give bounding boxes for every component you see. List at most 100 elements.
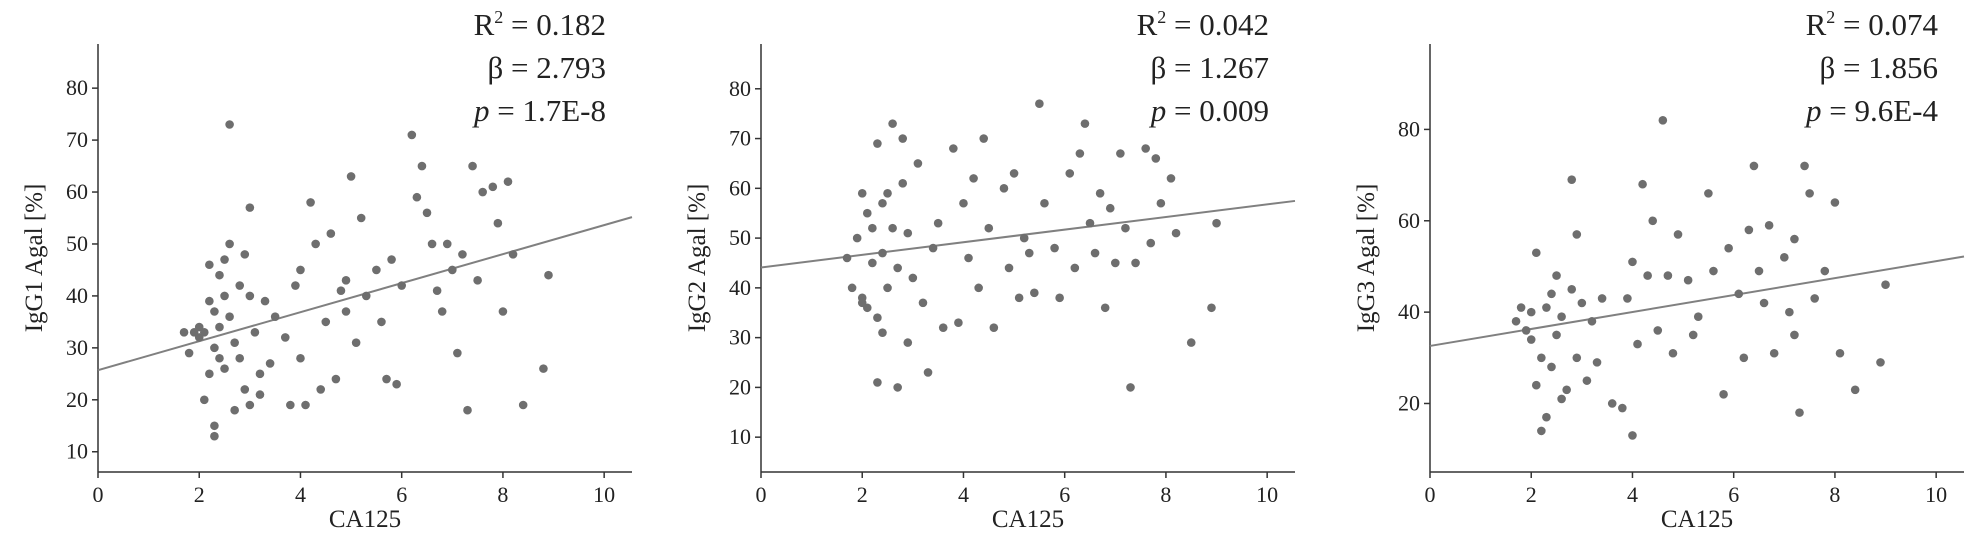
point bbox=[1795, 408, 1804, 417]
x-tick-label: 2 bbox=[1526, 482, 1537, 507]
point bbox=[225, 239, 234, 249]
stat-annotation: β = 1.856 bbox=[1819, 50, 1938, 85]
point bbox=[321, 317, 331, 327]
point bbox=[306, 198, 315, 207]
point bbox=[1547, 362, 1556, 372]
point bbox=[1121, 223, 1130, 233]
point bbox=[1552, 271, 1561, 280]
point bbox=[503, 177, 513, 186]
point bbox=[1131, 258, 1140, 268]
y-tick-label: 20 bbox=[729, 374, 751, 399]
point bbox=[458, 250, 467, 259]
point bbox=[1876, 358, 1885, 367]
point bbox=[1531, 380, 1541, 390]
x-tick-label: 4 bbox=[1627, 482, 1638, 507]
point bbox=[245, 400, 255, 410]
point bbox=[1004, 263, 1014, 273]
point bbox=[888, 223, 897, 233]
point bbox=[1820, 266, 1830, 276]
point bbox=[215, 353, 224, 363]
point bbox=[245, 291, 255, 301]
point bbox=[862, 303, 872, 313]
point bbox=[1521, 326, 1531, 335]
point bbox=[245, 203, 255, 212]
point bbox=[1516, 303, 1526, 312]
point bbox=[296, 353, 305, 363]
point bbox=[422, 208, 432, 218]
x-tick-label: 0 bbox=[93, 482, 104, 507]
point bbox=[225, 120, 234, 129]
point bbox=[1547, 289, 1556, 299]
point bbox=[1734, 289, 1744, 299]
point bbox=[1095, 189, 1105, 198]
point bbox=[883, 283, 892, 293]
y-tick-label: 40 bbox=[66, 283, 88, 308]
point bbox=[265, 359, 275, 368]
point bbox=[215, 270, 224, 280]
point bbox=[1719, 390, 1728, 399]
point bbox=[1146, 238, 1156, 248]
point bbox=[1653, 326, 1663, 335]
point bbox=[1019, 233, 1029, 243]
point bbox=[240, 250, 250, 259]
point bbox=[392, 379, 401, 389]
point bbox=[989, 323, 999, 332]
point bbox=[1673, 230, 1683, 239]
y-tick-label: 60 bbox=[729, 175, 751, 200]
x-tick-label: 10 bbox=[1256, 482, 1278, 507]
point bbox=[918, 298, 928, 308]
point bbox=[1805, 189, 1814, 198]
stat-label: p bbox=[472, 93, 490, 128]
point bbox=[878, 328, 887, 337]
point bbox=[1587, 316, 1597, 326]
point bbox=[898, 134, 908, 143]
stat-label: p bbox=[1804, 93, 1822, 128]
fit-line bbox=[1429, 255, 1965, 347]
point bbox=[1075, 149, 1085, 158]
stat-value: = 0.009 bbox=[1166, 93, 1269, 128]
point bbox=[508, 250, 518, 259]
point bbox=[1764, 221, 1774, 230]
point bbox=[1050, 243, 1059, 253]
y-tick-label: 80 bbox=[729, 76, 751, 101]
point bbox=[448, 265, 457, 275]
point bbox=[255, 369, 265, 379]
point bbox=[407, 130, 417, 140]
point bbox=[235, 281, 245, 290]
point bbox=[498, 307, 508, 316]
point bbox=[1141, 144, 1150, 153]
point bbox=[1628, 257, 1637, 267]
point bbox=[1085, 218, 1095, 228]
stat-value: = 0.074 bbox=[1835, 7, 1938, 42]
point bbox=[1769, 348, 1779, 358]
point bbox=[387, 255, 396, 264]
point bbox=[1100, 303, 1110, 313]
point bbox=[270, 312, 280, 321]
point bbox=[199, 395, 209, 405]
point bbox=[1537, 426, 1546, 436]
point bbox=[220, 291, 229, 301]
point bbox=[1648, 216, 1658, 226]
y-tick-label: 40 bbox=[1398, 299, 1420, 324]
point bbox=[1754, 266, 1764, 276]
point bbox=[1166, 174, 1176, 183]
x-tick-label: 4 bbox=[958, 482, 969, 507]
x-axis-label: CA125 bbox=[1661, 506, 1733, 533]
point bbox=[873, 378, 882, 387]
stat-label: R bbox=[1137, 7, 1158, 42]
stat-label: β bbox=[1150, 50, 1166, 85]
point bbox=[1537, 353, 1546, 363]
y-tick-label: 70 bbox=[66, 127, 88, 152]
stat-superscript: 2 bbox=[1157, 7, 1166, 27]
point bbox=[1562, 385, 1571, 395]
point bbox=[964, 253, 973, 263]
stat-value: = 0.042 bbox=[1166, 7, 1269, 42]
x-tick-label: 2 bbox=[857, 482, 868, 507]
point bbox=[382, 374, 391, 384]
point bbox=[1780, 253, 1789, 262]
point bbox=[205, 260, 214, 270]
point bbox=[442, 239, 452, 249]
point bbox=[1552, 330, 1561, 340]
y-tick-label: 80 bbox=[66, 75, 88, 100]
